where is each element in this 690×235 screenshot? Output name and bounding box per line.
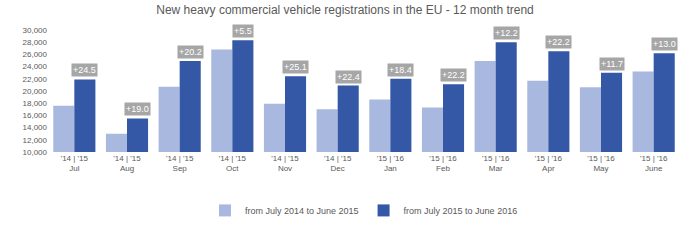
svg-text:'14 | '15Sep: '14 | '15Sep bbox=[166, 154, 194, 173]
svg-text:+19.0: +19.0 bbox=[126, 104, 149, 114]
svg-text:+12.2: +12.2 bbox=[495, 28, 518, 38]
svg-text:'14 | '15Nov: '14 | '15Nov bbox=[271, 154, 299, 173]
svg-text:+24.5: +24.5 bbox=[73, 65, 96, 75]
svg-text:+22.4: +22.4 bbox=[337, 72, 360, 82]
svg-text:from July 2014 to June 2015: from July 2014 to June 2015 bbox=[245, 206, 359, 216]
svg-text:'15 | '16Jan: '15 | '16Jan bbox=[377, 154, 405, 173]
svg-text:30,000: 30,000 bbox=[23, 26, 48, 35]
svg-text:+20.2: +20.2 bbox=[179, 47, 202, 57]
svg-text:+11.7: +11.7 bbox=[601, 59, 623, 69]
svg-text:18,000: 18,000 bbox=[23, 99, 48, 108]
svg-text:'14 | '15Oct: '14 | '15Oct bbox=[219, 154, 247, 173]
svg-text:24,000: 24,000 bbox=[23, 62, 48, 71]
svg-text:+25.1: +25.1 bbox=[284, 62, 307, 72]
svg-text:28,000: 28,000 bbox=[23, 38, 48, 47]
svg-text:'15 | '16Feb: '15 | '16Feb bbox=[429, 154, 457, 173]
svg-text:22,000: 22,000 bbox=[23, 75, 48, 84]
svg-text:20,000: 20,000 bbox=[23, 87, 48, 96]
svg-text:14,000: 14,000 bbox=[23, 123, 48, 132]
svg-text:+13.0: +13.0 bbox=[653, 39, 676, 49]
svg-text:'15 | '16May: '15 | '16May bbox=[587, 154, 615, 173]
svg-text:26,000: 26,000 bbox=[23, 50, 48, 59]
svg-text:+5.5: +5.5 bbox=[234, 26, 252, 36]
svg-text:16,000: 16,000 bbox=[23, 111, 48, 120]
svg-text:'15 | '16Apr: '15 | '16Apr bbox=[535, 154, 563, 173]
svg-text:'14 | '15Jul: '14 | '15Jul bbox=[61, 154, 89, 173]
svg-text:10,000: 10,000 bbox=[23, 148, 48, 157]
svg-text:New heavy commercial vehicle r: New heavy commercial vehicle registratio… bbox=[156, 3, 534, 17]
svg-text:'14 | '15Aug: '14 | '15Aug bbox=[113, 154, 141, 173]
svg-text:+18.4: +18.4 bbox=[389, 65, 412, 75]
svg-text:'15 | '16June: '15 | '16June bbox=[640, 154, 668, 173]
svg-text:'14 | '15Dec: '14 | '15Dec bbox=[324, 154, 352, 173]
svg-text:+22.2: +22.2 bbox=[442, 70, 465, 80]
svg-text:12,000: 12,000 bbox=[23, 136, 48, 145]
svg-text:from July 2015 to June 2016: from July 2015 to June 2016 bbox=[404, 206, 518, 216]
svg-text:'15 | '16Mar: '15 | '16Mar bbox=[482, 154, 510, 173]
svg-text:+22.2: +22.2 bbox=[547, 37, 570, 47]
